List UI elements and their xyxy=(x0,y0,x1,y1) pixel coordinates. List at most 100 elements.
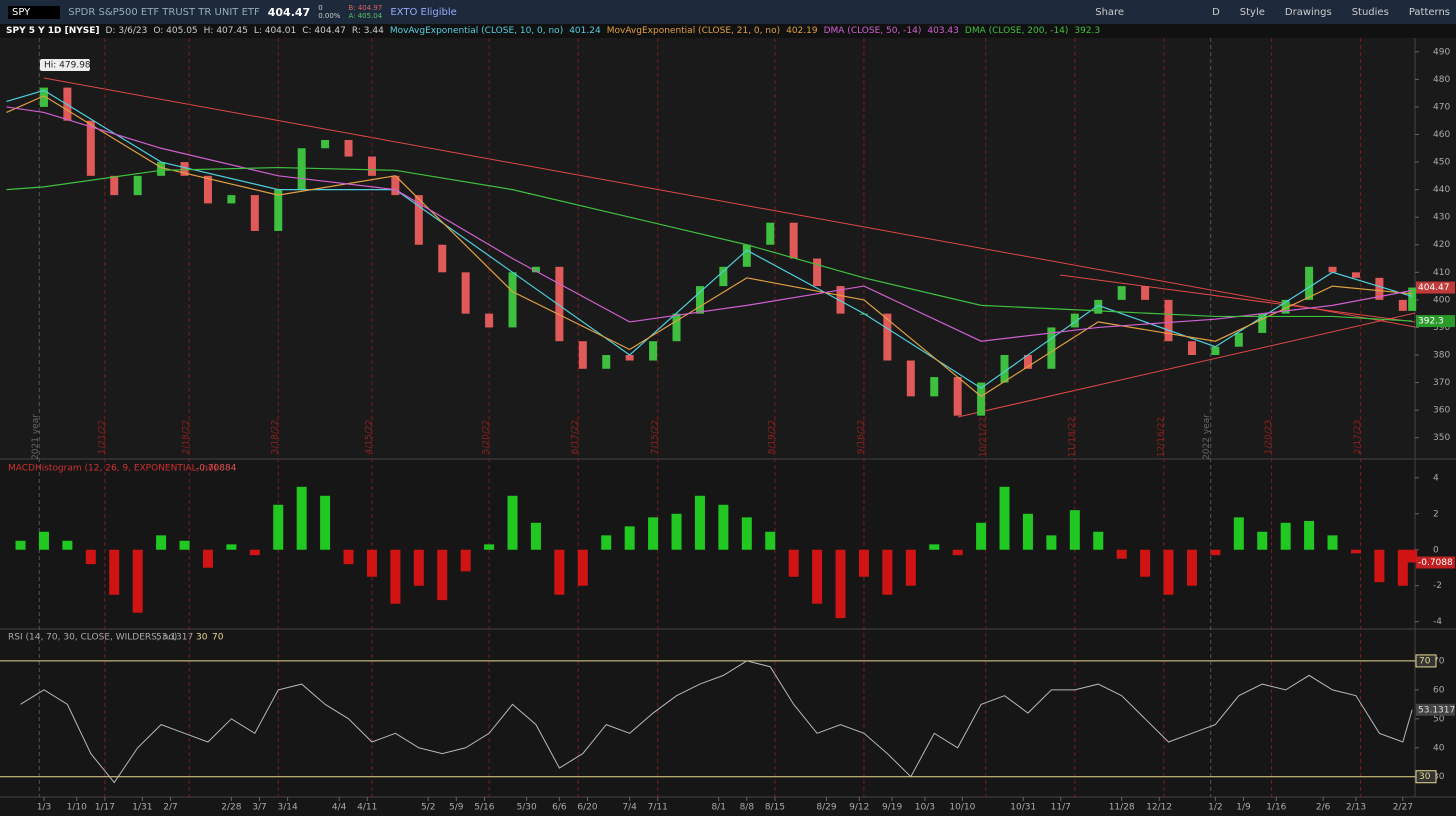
candle-body xyxy=(719,266,728,287)
x-tick-label: 5/9 xyxy=(449,803,464,813)
candle-body xyxy=(414,195,423,245)
legend-symbol: SPY 5 Y 1D [NYSE] xyxy=(6,26,100,36)
price-panel xyxy=(0,38,1456,458)
histogram-bar xyxy=(1186,549,1197,586)
candle-body xyxy=(274,189,283,231)
period-button[interactable]: D xyxy=(1212,6,1220,18)
x-tick-label: 1/17 xyxy=(95,803,115,813)
style-button[interactable]: Style xyxy=(1239,6,1265,18)
expiration-label: 5/20/22 xyxy=(482,420,492,455)
histogram-bar xyxy=(1140,549,1151,577)
rsi-level: 30 xyxy=(196,633,208,643)
y-tick-label: 400 xyxy=(1433,295,1450,305)
rsi-title: RSI (14, 70, 30, CLOSE, WILDERS, no) xyxy=(8,633,177,643)
y-tick-label: 60 xyxy=(1433,685,1445,695)
histogram-bar xyxy=(1397,549,1408,586)
histogram-bar xyxy=(343,549,354,565)
candle-body xyxy=(1258,313,1267,333)
x-tick-label: 2/6 xyxy=(1316,803,1331,813)
histogram-bar xyxy=(484,544,495,550)
candle-body xyxy=(1141,286,1150,300)
histogram-bar xyxy=(718,504,729,550)
y-tick-label: 70 xyxy=(1433,656,1445,666)
y-tick-label: 370 xyxy=(1433,378,1450,388)
candle-body xyxy=(930,377,939,397)
histogram-bar xyxy=(601,535,612,550)
histogram-bar xyxy=(1046,535,1057,550)
study-name: MovAvgExponential (CLOSE, 21, 0, no) xyxy=(606,26,781,36)
trendline xyxy=(1059,274,1416,323)
histogram-bar xyxy=(765,531,776,550)
y-tick-label: -2 xyxy=(1433,581,1442,591)
expiration-label: 11/18/22 xyxy=(1067,417,1077,457)
value-tag-label: 53.1317 xyxy=(1418,705,1455,715)
expiration-label: 4/15/22 xyxy=(364,420,374,455)
histogram-bar xyxy=(741,517,752,550)
x-tick-label: 6/6 xyxy=(552,803,567,813)
y-tick-label: 460 xyxy=(1433,130,1450,140)
histogram-bar xyxy=(1407,549,1418,563)
trendline xyxy=(43,77,1416,328)
studies-button[interactable]: Studies xyxy=(1351,6,1389,18)
y-tick-label: 430 xyxy=(1433,213,1450,223)
histogram-bar xyxy=(694,495,705,550)
expiration-label: 1/21/22 xyxy=(97,420,107,455)
drawings-button[interactable]: Drawings xyxy=(1284,6,1332,18)
candle-body xyxy=(906,360,915,397)
value-tag xyxy=(1416,281,1455,294)
year-label: 2021 year xyxy=(31,414,41,460)
histogram-bar xyxy=(648,517,659,550)
candle-body xyxy=(1070,313,1079,328)
legend-item: O: 405.05 xyxy=(153,26,198,36)
description: SPDR S&P500 ETF TRUST TR UNIT ETF xyxy=(68,6,260,18)
rsi-line xyxy=(20,660,1413,784)
histogram-bar xyxy=(179,540,190,550)
candle-body xyxy=(977,382,986,416)
x-tick-label: 11/7 xyxy=(1051,803,1071,813)
symbol-box[interactable]: SPY xyxy=(8,5,61,19)
level-tag-label: 70 xyxy=(1419,656,1431,666)
x-tick-label: 7/4 xyxy=(622,803,637,813)
y-tick-label: 470 xyxy=(1433,102,1450,112)
study-value: 392.3 xyxy=(1074,26,1101,36)
histogram-bar xyxy=(976,522,987,550)
level-tag-label: 30 xyxy=(1419,772,1431,782)
x-tick-label: 2/28 xyxy=(221,803,241,813)
expiration-label: 1/20/23 xyxy=(1264,420,1274,455)
candle-body xyxy=(250,195,259,231)
candle-body xyxy=(789,222,798,259)
y-tick-label: 4 xyxy=(1433,473,1439,483)
badge[interactable]: EXTO Eligible xyxy=(390,6,457,18)
x-tick-label: 2/27 xyxy=(1393,803,1413,813)
rsi-level: 70 xyxy=(212,633,224,643)
candle-body xyxy=(133,175,142,196)
study-name: DMA (CLOSE, 50, -14) xyxy=(823,26,922,36)
legend-item: H: 407.45 xyxy=(203,26,248,36)
candle-body xyxy=(508,272,517,328)
share-button[interactable]: Share xyxy=(1095,6,1125,18)
series-line xyxy=(6,95,1413,398)
histogram-bar xyxy=(1093,531,1104,550)
histogram-bar xyxy=(132,549,143,613)
expiration-label: 10/21/22 xyxy=(978,417,988,457)
histogram-bar xyxy=(835,549,846,619)
y-tick-label: 2 xyxy=(1433,509,1439,519)
macd-value: -0.70884 xyxy=(196,464,237,474)
bid: B: 404.97 xyxy=(348,4,383,12)
histogram-bar xyxy=(1327,535,1338,550)
expiration-label: 12/16/22 xyxy=(1156,417,1166,457)
legend-item: R: 3.44 xyxy=(351,26,384,36)
x-tick-label: 1/10 xyxy=(67,803,87,813)
candle-body xyxy=(1351,272,1360,278)
histogram-bar xyxy=(1210,549,1221,556)
candle-body xyxy=(695,286,704,314)
candle-body xyxy=(1164,299,1173,342)
patterns-button[interactable]: Patterns xyxy=(1408,6,1450,18)
histogram-bar xyxy=(577,549,588,586)
y-tick-label: 420 xyxy=(1433,240,1450,250)
histogram-bar xyxy=(62,540,73,550)
y-tick-label: 490 xyxy=(1433,47,1450,57)
histogram-bar xyxy=(226,544,237,550)
histogram-bar xyxy=(507,495,518,550)
